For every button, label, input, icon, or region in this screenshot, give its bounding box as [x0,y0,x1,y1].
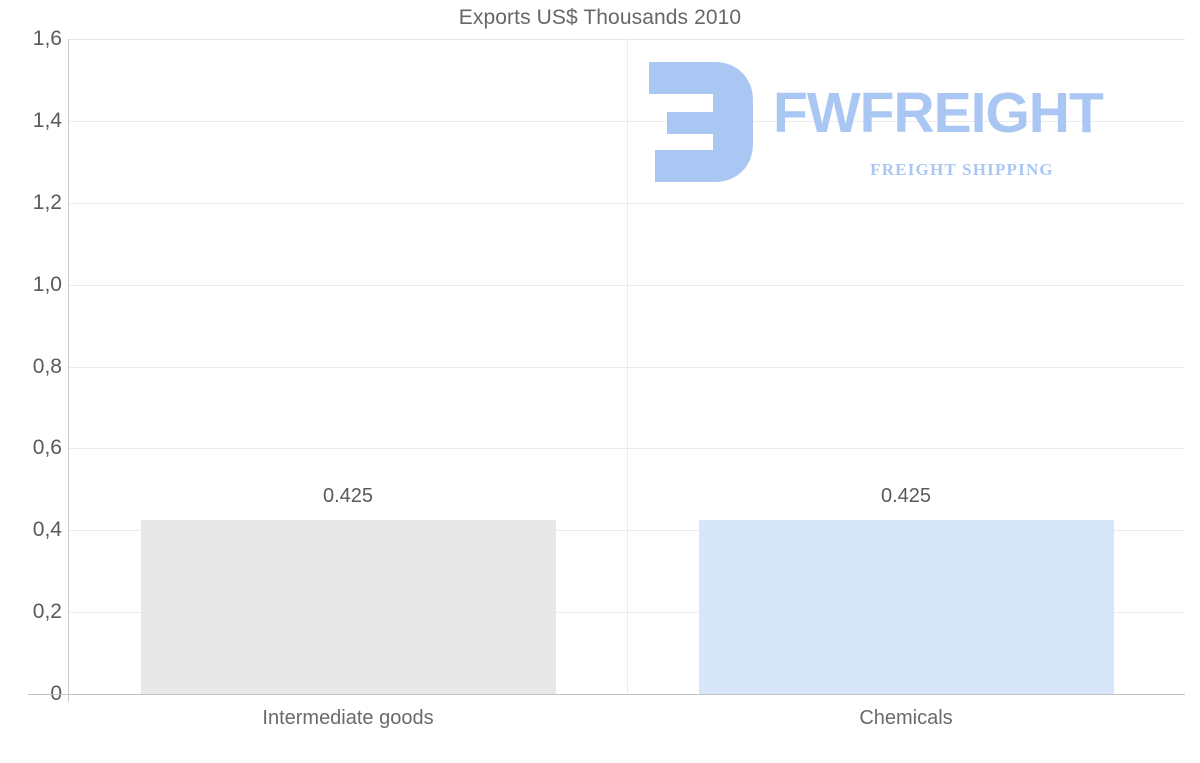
y-axis-tick-label: 0,2 [32,600,62,624]
plot-area [69,39,1185,694]
y-axis-line [68,39,69,702]
x-axis-category-label: Chemicals [859,707,953,729]
vertical-gridline [627,39,628,694]
x-axis-line [28,694,1185,695]
y-axis-tick-label: 0,4 [32,518,62,542]
y-axis-tick-label: 0 [0,682,62,706]
y-axis-tick-label: 1,6 [32,27,62,50]
bar-value-label: 0.425 [322,485,374,508]
bar[interactable] [698,520,1114,694]
y-axis-tick-label: 1,4 [32,108,62,132]
bar[interactable] [140,520,556,694]
y-axis-tick-label: 0,8 [32,354,62,378]
x-axis-category-label: Intermediate goods [262,707,434,729]
y-axis-tick-label: 1,0 [32,272,62,296]
y-axis-tick-label: 0,6 [32,436,62,460]
bar-value-label: 0.425 [880,485,932,508]
chart-title: Exports US$ Thousands 2010 [458,6,742,29]
y-axis-tick-label: 1,2 [32,190,62,214]
